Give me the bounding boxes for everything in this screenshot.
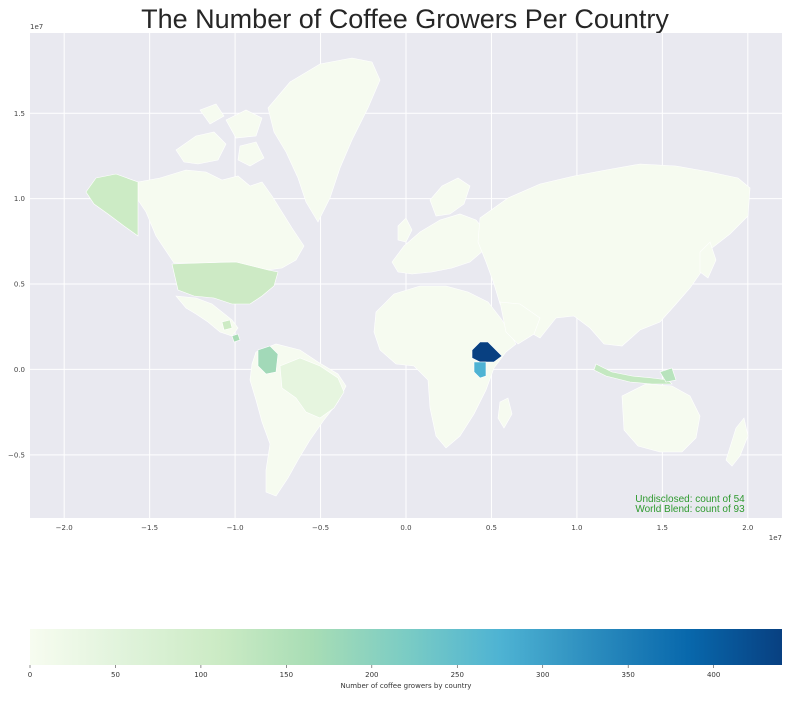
annotation-text: Undisclosed: count of 54 xyxy=(635,494,745,505)
x-tick-label: −0.5 xyxy=(312,524,329,532)
colorbar-tick-label: 300 xyxy=(536,671,549,679)
x-tick-label: 0.0 xyxy=(400,524,411,532)
country-brazil xyxy=(279,357,345,419)
colorbar-tick-label: 0 xyxy=(28,671,32,679)
x-exponent-label: 1e7 xyxy=(769,534,782,542)
australia xyxy=(621,383,701,453)
y-exponent-label: 1e7 xyxy=(30,23,43,31)
colorbar-tick-label: 200 xyxy=(365,671,378,679)
colorbar-tick-label: 400 xyxy=(707,671,720,679)
country-kenya xyxy=(473,361,487,379)
y-axis-ticks: −0.5 0.0 0.5 1.0 1.5 xyxy=(8,110,25,460)
x-tick-label: 1.5 xyxy=(657,524,668,532)
colorbar-tick-label: 150 xyxy=(280,671,293,679)
y-tick-label: −0.5 xyxy=(8,451,25,459)
canada xyxy=(137,169,305,271)
uk xyxy=(397,217,413,243)
annotation-text: World Blend: count of 93 xyxy=(635,504,745,515)
y-tick-label: 1.0 xyxy=(14,195,25,203)
x-tick-label: 1.0 xyxy=(571,524,582,532)
country-colombia xyxy=(257,345,279,375)
x-tick-label: −2.0 xyxy=(56,524,73,532)
x-tick-label: −1.0 xyxy=(227,524,244,532)
greenland xyxy=(267,57,381,223)
y-tick-label: 1.5 xyxy=(14,110,25,118)
scandinavia xyxy=(429,177,471,217)
country-united-states xyxy=(171,261,279,305)
arctic-islands xyxy=(175,103,265,167)
colorbar-ticks: 0 50 100 150 200 250 300 350 400 xyxy=(28,665,720,679)
africa xyxy=(373,285,517,449)
y-tick-label: 0.0 xyxy=(14,366,25,374)
country-papua-new-guinea xyxy=(659,367,677,383)
x-tick-label: 0.5 xyxy=(486,524,497,532)
mexico xyxy=(175,295,239,337)
chart-title: The Number of Coffee Growers Per Country xyxy=(141,4,669,34)
country-guatemala xyxy=(221,319,233,331)
japan xyxy=(699,241,717,279)
colorbar-label: Number of coffee growers by country xyxy=(341,682,472,690)
country-indonesia xyxy=(593,363,673,385)
land-layer xyxy=(137,57,751,497)
colorbar-tick-label: 100 xyxy=(194,671,207,679)
colorbar-gradient xyxy=(30,629,782,665)
new-zealand xyxy=(725,417,749,467)
arabia xyxy=(499,301,541,345)
x-tick-label: −1.5 xyxy=(141,524,158,532)
colorbar-tick-label: 350 xyxy=(621,671,634,679)
country-alaska xyxy=(85,173,139,237)
country-costa-rica xyxy=(231,333,241,343)
madagascar xyxy=(497,397,513,429)
country-ethiopia xyxy=(471,341,503,363)
y-tick-label: 0.5 xyxy=(14,281,25,289)
colorbar-tick-label: 250 xyxy=(451,671,464,679)
x-tick-label: 2.0 xyxy=(742,524,753,532)
country-layer xyxy=(85,173,677,419)
colorbar-tick-label: 50 xyxy=(111,671,120,679)
x-axis-ticks: −2.0 −1.5 −1.0 −0.5 0.0 0.5 1.0 1.5 2.0 xyxy=(56,524,754,532)
